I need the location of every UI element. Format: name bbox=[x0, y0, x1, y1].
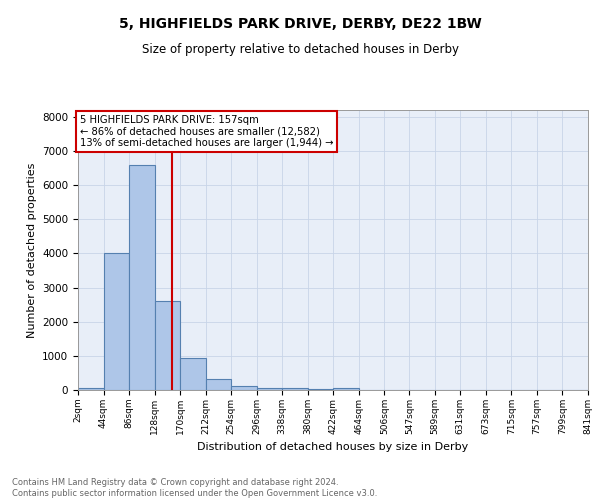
Bar bbox=[104, 254, 129, 390]
Bar bbox=[180, 358, 206, 390]
X-axis label: Distribution of detached houses by size in Derby: Distribution of detached houses by size … bbox=[197, 442, 469, 452]
Bar bbox=[206, 380, 231, 390]
Text: 5, HIGHFIELDS PARK DRIVE, DERBY, DE22 1BW: 5, HIGHFIELDS PARK DRIVE, DERBY, DE22 1B… bbox=[119, 18, 481, 32]
Y-axis label: Number of detached properties: Number of detached properties bbox=[26, 162, 37, 338]
Bar bbox=[334, 388, 359, 390]
Bar bbox=[129, 164, 155, 390]
Bar bbox=[282, 388, 308, 390]
Text: Size of property relative to detached houses in Derby: Size of property relative to detached ho… bbox=[142, 42, 458, 56]
Text: Contains HM Land Registry data © Crown copyright and database right 2024.
Contai: Contains HM Land Registry data © Crown c… bbox=[12, 478, 377, 498]
Bar bbox=[78, 388, 104, 390]
Bar bbox=[257, 388, 282, 390]
Bar bbox=[155, 301, 180, 390]
Bar bbox=[231, 386, 257, 390]
Text: 5 HIGHFIELDS PARK DRIVE: 157sqm
← 86% of detached houses are smaller (12,582)
13: 5 HIGHFIELDS PARK DRIVE: 157sqm ← 86% of… bbox=[80, 115, 334, 148]
